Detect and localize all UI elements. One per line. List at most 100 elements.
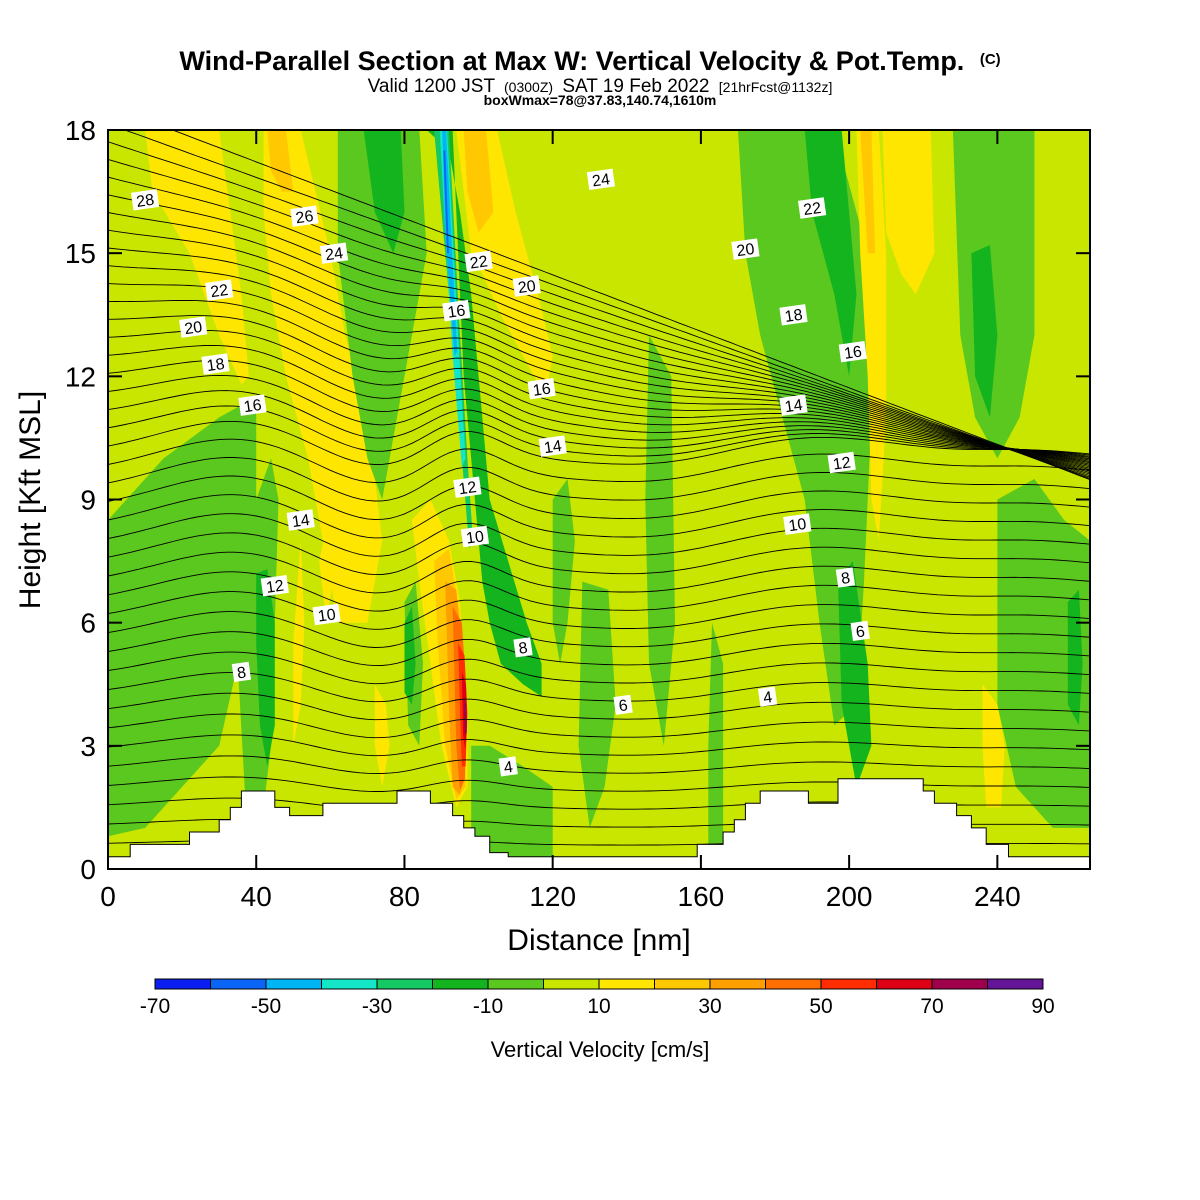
velocity-region-6 [293,540,305,746]
theta-contour-line-17 [108,494,1090,539]
x-tick-label-1: 40 [241,881,272,912]
y-axis-label: Height [Kft MSL] [14,391,47,609]
contour-label-text: 10 [788,516,808,535]
colorbar-bin-4 [376,978,433,990]
x-axis-label: Distance [nm] [507,924,690,957]
theta-contour-line-15 [108,532,1090,576]
theta-contour-line-26 [108,344,1090,461]
contour-label-bg [464,250,493,273]
velocity-region-19 [463,696,467,734]
colorbar-label-5: 30 [698,995,721,1018]
colorbar-bin-3 [321,978,378,990]
x-tick-label-2: 80 [389,881,420,912]
chart-subtitle-box: boxWmax=78@37.83,140.74,1610m [484,92,717,108]
contour-label-19: 24 [586,168,616,190]
colorbar-bin-9 [654,978,711,990]
contour-label-31: 4 [498,756,518,777]
colorbar-label-2: -30 [362,995,392,1018]
theta-contour-line-3 [108,776,1090,792]
contour-label-bg [453,476,482,498]
y-tick-label-6: 18 [65,115,96,146]
contour-label-bg [312,603,341,626]
contour-label-bg [498,756,518,777]
contour-label-2: 24 [319,242,349,264]
velocity-region-29 [578,581,616,828]
theta-contour-line-6 [108,713,1090,739]
contour-label-text: 8 [236,664,247,682]
contour-label-text: 12 [832,454,852,473]
contour-label-bg [513,637,533,658]
theta-contour-line-23 [108,390,1090,457]
colorbar-bin-15 [987,978,1044,990]
contour-label-text: 22 [209,282,229,301]
contour-label-text: 12 [265,578,285,597]
velocity-region-3 [145,130,249,385]
theta-contour-line-40 [171,130,1090,481]
colorbar-label-7: 70 [920,995,943,1018]
velocity-region-8 [337,130,427,500]
y-tick-label-3: 9 [80,485,96,516]
theta-contour-line-25 [108,359,1090,460]
x-tick-label-3: 120 [529,881,576,912]
theta-contour-line-18 [108,475,1090,520]
velocity-region-30 [645,335,675,746]
velocity-region-9 [363,130,405,254]
contour-label-1: 26 [290,205,319,227]
contour-label-bg [827,451,856,474]
colorbar-bin-14 [931,978,988,990]
contour-label-18: 8 [513,637,533,658]
contour-label-bg [286,509,315,531]
velocity-region-12 [374,684,390,787]
contour-label-7: 14 [286,509,315,531]
theta-contour-line-35 [108,194,1090,474]
y-tick-label-4: 12 [65,361,96,392]
terrain-profile [108,778,1090,869]
chart-title-text: Wind-Parallel Section at Max W: Vertical… [179,46,964,76]
contour-label-bg [838,340,867,363]
contour-label-text: 24 [591,171,611,190]
velocity-region-28 [552,479,575,664]
theta-contour-line-16 [108,513,1090,557]
velocity-region-31 [708,622,724,849]
y-tick-label-2: 6 [80,608,96,639]
contour-label-text: 26 [295,208,315,227]
contour-label-bg [779,304,808,326]
velocity-region-33 [804,130,857,377]
theta-contour-line-27 [108,330,1090,462]
contour-label-text: 20 [736,241,756,260]
colorbar-label-3: -10 [473,995,503,1018]
x-tick-label-0: 0 [100,881,116,912]
contour-label-bg [797,197,827,219]
subtitle-forecast: [21hrFcst@1132z] [719,79,833,95]
contour-label-bg [538,435,567,457]
contour-label-15: 14 [538,435,567,457]
velocity-region-40 [971,245,998,418]
contour-label-text: 16 [532,381,552,400]
colorbar-bin-13 [876,978,933,990]
colorbar-label-8: 90 [1031,995,1054,1018]
velocity-region-34 [838,561,872,787]
contour-label-bg [201,353,230,375]
theta-contour-line-38 [108,141,1090,478]
contour-label-14: 16 [527,377,556,400]
contour-label-12: 22 [464,250,493,273]
velocity-region-42 [1067,589,1083,726]
subtitle-utc: (0300Z) [504,79,553,95]
contour-label-text: 6 [855,623,866,641]
contour-label-bg [527,377,556,400]
contour-label-23: 16 [838,340,867,363]
contour-label-5: 18 [201,353,230,375]
theta-contour-line-32 [108,247,1090,469]
theta-contour-line-21 [108,420,1090,465]
contour-label-bg [779,394,808,416]
contour-label-text: 4 [762,689,773,707]
contour-label-bg [783,513,812,535]
contour-label-16: 12 [453,476,482,498]
theta-contour-line-31 [108,265,1090,468]
theta-contour-line-8 [108,672,1090,703]
theta-contour-line-37 [108,158,1090,477]
contour-label-11: 16 [442,299,471,322]
contour-label-10: 8 [231,661,252,682]
colorbar-bin-6 [487,978,544,990]
